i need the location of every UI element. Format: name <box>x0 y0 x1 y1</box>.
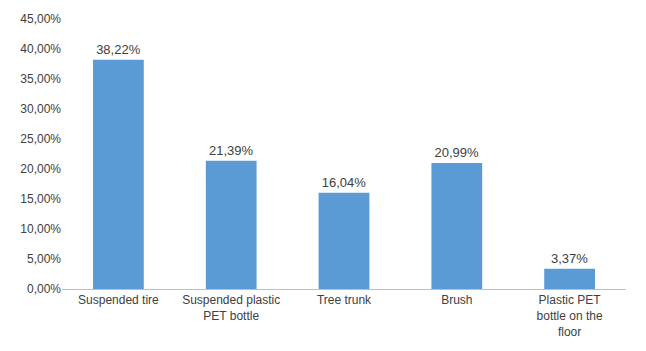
svg-text:Tree trunk: Tree trunk <box>317 293 372 307</box>
svg-text:20,99%: 20,99% <box>435 145 480 160</box>
svg-text:Brush: Brush <box>441 293 472 307</box>
svg-text:20,00%: 20,00% <box>20 162 61 176</box>
svg-text:35,00%: 35,00% <box>20 72 61 86</box>
svg-text:15,00%: 15,00% <box>20 192 61 206</box>
svg-text:16,04%: 16,04% <box>322 175 367 190</box>
svg-text:0,00%: 0,00% <box>27 282 61 296</box>
svg-text:21,39%: 21,39% <box>209 143 254 158</box>
svg-text:3,37%: 3,37% <box>551 251 588 266</box>
svg-text:5,00%: 5,00% <box>27 252 61 266</box>
svg-text:38,22%: 38,22% <box>96 42 141 57</box>
svg-text:Suspended plasticPET bottle: Suspended plasticPET bottle <box>182 293 280 323</box>
svg-text:25,00%: 25,00% <box>20 132 61 146</box>
svg-text:10,00%: 10,00% <box>20 222 61 236</box>
svg-text:Suspended tire: Suspended tire <box>78 293 159 307</box>
svg-text:Plastic PETbottle on thefloor: Plastic PETbottle on thefloor <box>537 293 603 338</box>
svg-text:30,00%: 30,00% <box>20 102 61 116</box>
svg-text:45,00%: 45,00% <box>20 12 61 26</box>
svg-text:40,00%: 40,00% <box>20 42 61 56</box>
